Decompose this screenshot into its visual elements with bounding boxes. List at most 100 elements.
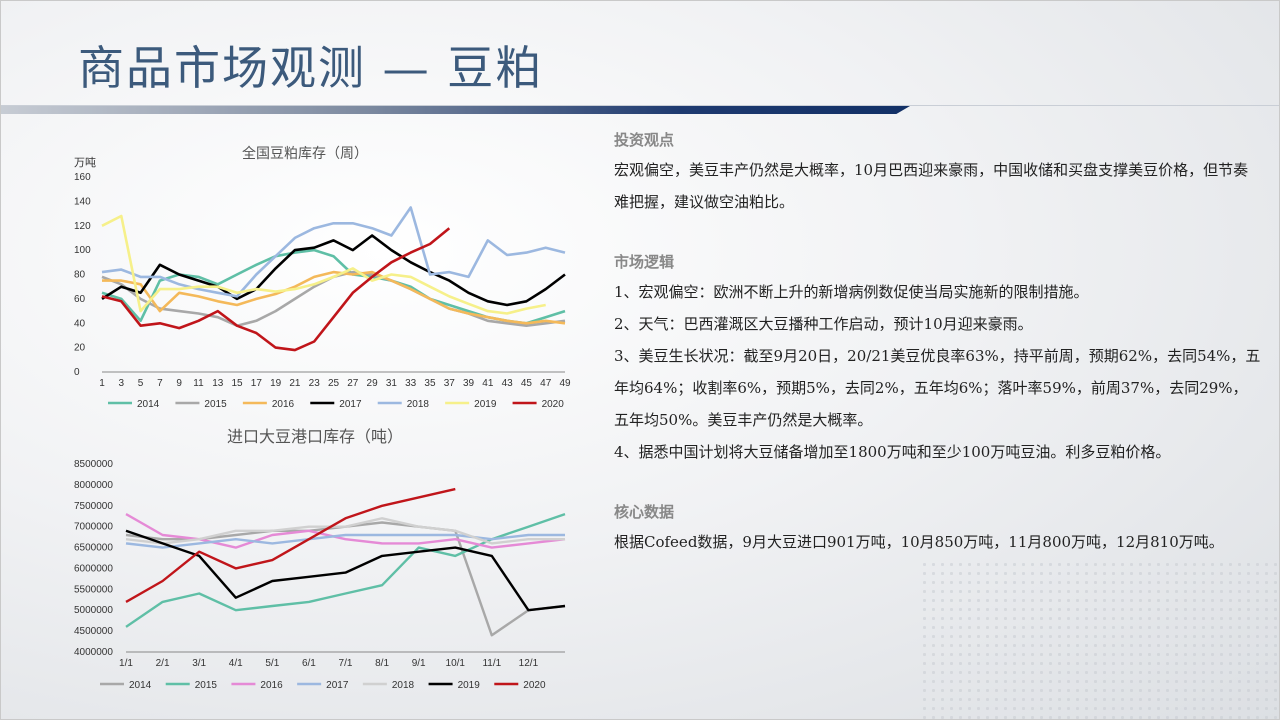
view-paragraph: 宏观偏空，美豆丰产仍然是大概率，10月巴西迎来豪雨，中国收储和买盘支撑美豆价格，… (614, 161, 1249, 211)
x-tick-label: 10/1 (446, 658, 466, 669)
logic-paragraph-1: 1、宏观偏空：欧洲不断上升的新增病例数促使当局实施新的限制措施。 (614, 283, 1089, 301)
legend-label-2016: 2016 (260, 680, 283, 691)
series-line-2019 (101, 214, 546, 315)
y-axis-unit-label: 万吨 (74, 156, 96, 169)
legend-label-2018: 2018 (407, 399, 430, 410)
y-tick-label: 60 (74, 294, 86, 305)
y-tick-label: 40 (74, 318, 86, 329)
x-tick-label: 7/1 (339, 658, 353, 669)
legend-label-2015: 2015 (204, 399, 227, 410)
y-tick-label: 4500000 (74, 626, 113, 637)
chart-title: 进口大豆港口库存（吨） (227, 427, 403, 446)
legend-label-2019: 2019 (474, 399, 497, 410)
legend-label-2017: 2017 (326, 680, 349, 691)
y-tick-label: 8500000 (74, 459, 113, 470)
y-tick-label: 8000000 (74, 480, 113, 491)
y-tick-label: 80 (74, 270, 86, 281)
section-heading-view: 投资观点 (614, 131, 675, 149)
y-tick-label: 4000000 (74, 647, 113, 658)
y-tick-label: 100 (74, 245, 91, 256)
x-tick-label: 8/1 (375, 658, 389, 669)
y-tick-label: 5500000 (74, 584, 113, 595)
section-heading-core-data: 核心数据 (614, 503, 675, 521)
x-tick-label: 15 (231, 378, 243, 389)
y-tick-label: 20 (74, 343, 86, 354)
port-stock-chart-svg: 进口大豆港口库存（吨） 4000000 4500000 5000000 5500000 6… (74, 427, 566, 691)
x-tick-label: 5 (138, 378, 144, 389)
x-tick-label: 21 (289, 378, 301, 389)
x-tick-label: 43 (502, 378, 514, 389)
legend-label-2015: 2015 (195, 680, 218, 691)
y-tick-label: 120 (74, 221, 91, 232)
chart-title: 全国豆粕库存（周） (242, 145, 368, 162)
series-line-2020 (125, 487, 456, 603)
x-tick-label: 13 (212, 378, 224, 389)
legend-label-2017: 2017 (339, 399, 362, 410)
x-tick-label: 23 (309, 378, 321, 389)
logic-paragraph-3: 3、美豆生长状况：截至9月20日，20/21美豆优良率63%，持平前周，预期62… (614, 347, 1261, 429)
y-tick-label: 6500000 (74, 543, 113, 554)
x-tick-label: 49 (559, 378, 571, 389)
x-tick-label: 3/1 (192, 658, 206, 669)
x-tick-label: 4/1 (229, 658, 243, 669)
x-tick-label: 47 (540, 378, 552, 389)
x-tick-label: 31 (386, 378, 398, 389)
x-tick-label: 29 (367, 378, 379, 389)
x-tick-label: 25 (328, 378, 340, 389)
x-tick-label: 1/1 (119, 658, 133, 669)
y-tick-label: 5000000 (74, 605, 113, 616)
series-line-2018 (125, 517, 565, 545)
slide-title: 商品市场观测 — 豆粕 (78, 41, 544, 95)
x-tick-label: 35 (424, 378, 436, 389)
x-tick-label: 37 (444, 378, 456, 389)
legend-label-2019: 2019 (458, 680, 481, 691)
legend-label-2014: 2014 (137, 399, 160, 410)
y-tick-label: 140 (74, 196, 91, 207)
x-tick-label: 5/1 (265, 658, 279, 669)
legend-label-2020: 2020 (542, 399, 565, 410)
x-tick-label: 9 (176, 378, 182, 389)
legend-label-2020: 2020 (523, 680, 546, 691)
x-tick-label: 12/1 (519, 658, 539, 669)
logic-paragraph-2: 2、天气：巴西灌溉区大豆播种工作启动，预计10月迎来豪雨。 (614, 315, 1033, 333)
y-tick-label: 7500000 (74, 501, 113, 512)
x-tick-label: 11 (193, 378, 204, 389)
series-line-2020 (101, 227, 451, 352)
logic-paragraph-4: 4、据悉中国计划将大豆储备增加至1800万吨和至少100万吨豆油。利多豆粕价格。 (614, 443, 1171, 461)
core-data-paragraph: 根据Cofeed数据，9月大豆进口901万吨，10月850万吨，11月800万吨… (614, 533, 1224, 551)
x-tick-label: 19 (270, 378, 282, 389)
series-line-2018 (101, 206, 566, 298)
legend-label-2014: 2014 (129, 680, 152, 691)
x-tick-label: 33 (405, 378, 417, 389)
x-tick-label: 6/1 (302, 658, 316, 669)
x-tick-label: 9/1 (412, 658, 426, 669)
series-line-2016 (102, 270, 566, 325)
x-tick-label: 45 (521, 378, 533, 389)
section-heading-logic: 市场逻辑 (614, 253, 675, 271)
series-line-2015 (125, 512, 566, 628)
x-tick-label: 11/1 (482, 658, 501, 669)
x-tick-label: 2/1 (156, 658, 170, 669)
y-tick-label: 0 (74, 367, 80, 378)
x-tick-label: 41 (482, 378, 494, 389)
series-line-2019 (125, 529, 566, 612)
x-tick-label: 17 (251, 378, 263, 389)
y-tick-label: 6000000 (74, 563, 113, 574)
x-tick-label: 1 (99, 378, 105, 389)
inventory-weekly-chart: 全国豆粕库存（周） 万吨 0 20 40 60 80 100 120 140 160 1 3 5 7 9 11 1… (60, 132, 580, 422)
x-tick-label: 39 (463, 378, 475, 389)
legend-label-2018: 2018 (392, 680, 415, 691)
legend-label-2016: 2016 (272, 399, 295, 410)
series-line-2017 (101, 234, 566, 307)
x-tick-label: 27 (347, 378, 359, 389)
y-tick-label: 7000000 (74, 522, 113, 533)
y-tick-label: 160 (74, 172, 91, 183)
x-tick-label: 3 (119, 378, 125, 389)
series-line-2017 (125, 533, 565, 549)
port-stock-chart: 进口大豆港口库存（吨） 4000000 4500000 5000000 5500000 6… (60, 420, 580, 700)
dot-pattern-decoration (920, 560, 1280, 720)
analysis-panel: 投资观点 宏观偏空，美豆丰产仍然是大概率，10月巴西迎来豪雨，中国收储和买盘支撑… (614, 126, 1262, 558)
x-tick-label: 7 (157, 378, 163, 389)
